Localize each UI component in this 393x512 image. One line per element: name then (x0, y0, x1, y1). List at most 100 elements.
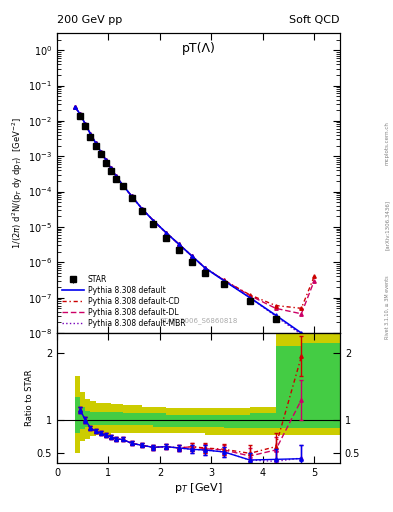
Pythia 8.308 default-DL (177, 241, 182, 247)
Line: Pythia 8.308 default-DL: Pythia 8.308 default-DL (75, 107, 314, 314)
Pythia 8.308 default-CD (222, 277, 226, 283)
Pythia 8.308 default-DL (78, 111, 83, 117)
Pythia 8.308 default-DL (164, 230, 169, 236)
Legend: STAR, Pythia 8.308 default, Pythia 8.308 default-CD, Pythia 8.308 default-DL, Py: STAR, Pythia 8.308 default, Pythia 8.308… (59, 272, 188, 331)
Pythia 8.308 default-CD (202, 265, 207, 271)
Y-axis label: 1/(2$\pi$) d$^2$N/(p$_T$ dy dp$_T$)  [GeV$^{-2}$]: 1/(2$\pi$) d$^2$N/(p$_T$ dy dp$_T$) [GeV… (11, 117, 25, 249)
Pythia 8.308 default (190, 253, 195, 259)
Pythia 8.308 default-DL (222, 277, 226, 283)
Pythia 8.308 default-CD (73, 104, 77, 110)
Pythia 8.308 default (222, 278, 226, 284)
Pythia 8.308 default-DL (120, 182, 125, 188)
Pythia 8.308 default-CD (120, 182, 125, 188)
Pythia 8.308 default (177, 241, 182, 247)
Pythia 8.308 default-CD (83, 121, 88, 127)
Pythia 8.308 default (88, 131, 93, 137)
Pythia 8.308 default-CD (129, 193, 134, 199)
Pythia 8.308 default-DL (83, 121, 88, 127)
Pythia 8.308 default-MBR (202, 265, 207, 271)
Text: Soft QCD: Soft QCD (290, 14, 340, 25)
Pythia 8.308 default-CD (190, 253, 195, 259)
Pythia 8.308 default-CD (177, 241, 182, 247)
Pythia 8.308 default-MBR (299, 332, 304, 338)
Pythia 8.308 default-MBR (164, 230, 169, 236)
Pythia 8.308 default-DL (98, 148, 103, 155)
Pythia 8.308 default (202, 265, 207, 271)
Pythia 8.308 default-MBR (222, 278, 226, 284)
Pythia 8.308 default (93, 140, 98, 146)
Pythia 8.308 default-DL (273, 305, 278, 311)
Pythia 8.308 default-CD (140, 205, 144, 211)
Pythia 8.308 default (73, 104, 77, 110)
Pythia 8.308 default (103, 157, 108, 163)
Pythia 8.308 default-MBR (190, 253, 195, 259)
Pythia 8.308 default-CD (151, 218, 156, 224)
Pythia 8.308 default-MBR (88, 131, 93, 137)
Pythia 8.308 default-MBR (114, 173, 119, 179)
Pythia 8.308 default-CD (273, 303, 278, 309)
Text: mcplots.cern.ch: mcplots.cern.ch (385, 121, 389, 165)
Pythia 8.308 default (312, 359, 317, 365)
Pythia 8.308 default-DL (73, 104, 77, 110)
Pythia 8.308 default-DL (93, 140, 98, 146)
Pythia 8.308 default-MBR (93, 140, 98, 146)
Pythia 8.308 default-DL (108, 165, 113, 172)
Line: Pythia 8.308 default-CD: Pythia 8.308 default-CD (75, 107, 314, 308)
Pythia 8.308 default-MBR (273, 313, 278, 319)
Pythia 8.308 default-CD (78, 111, 83, 117)
Pythia 8.308 default-MBR (108, 165, 113, 172)
Pythia 8.308 default-DL (312, 278, 317, 284)
Pythia 8.308 default-DL (88, 131, 93, 137)
Pythia 8.308 default-MBR (312, 359, 317, 365)
Text: 200 GeV pp: 200 GeV pp (57, 14, 122, 25)
Pythia 8.308 default-CD (103, 157, 108, 163)
Pythia 8.308 default-MBR (120, 182, 125, 188)
Text: Rivet 3.1.10, ≥ 3M events: Rivet 3.1.10, ≥ 3M events (385, 275, 389, 339)
Pythia 8.308 default (114, 173, 119, 179)
Pythia 8.308 default-DL (114, 173, 119, 179)
Pythia 8.308 default-MBR (151, 218, 156, 224)
Pythia 8.308 default-CD (108, 165, 113, 172)
Pythia 8.308 default-CD (88, 131, 93, 137)
X-axis label: p$_T$ [GeV]: p$_T$ [GeV] (174, 481, 223, 495)
Line: Pythia 8.308 default-MBR: Pythia 8.308 default-MBR (75, 107, 314, 362)
Pythia 8.308 default-DL (248, 292, 252, 298)
Text: pT(Λ): pT(Λ) (182, 42, 215, 55)
Pythia 8.308 default (164, 230, 169, 236)
Pythia 8.308 default (140, 205, 144, 211)
Pythia 8.308 default (108, 165, 113, 172)
Pythia 8.308 default-CD (114, 173, 119, 179)
Pythia 8.308 default-CD (98, 148, 103, 155)
Pythia 8.308 default-MBR (98, 148, 103, 155)
Pythia 8.308 default-MBR (140, 205, 144, 211)
Pythia 8.308 default-DL (103, 157, 108, 163)
Pythia 8.308 default (120, 182, 125, 188)
Y-axis label: Ratio to STAR: Ratio to STAR (25, 370, 34, 426)
Pythia 8.308 default-MBR (83, 121, 88, 127)
Pythia 8.308 default-MBR (73, 104, 77, 110)
Pythia 8.308 default-CD (312, 273, 317, 280)
Pythia 8.308 default-DL (190, 253, 195, 259)
Pythia 8.308 default-MBR (129, 193, 134, 199)
Pythia 8.308 default-DL (151, 218, 156, 224)
Pythia 8.308 default-CD (164, 230, 169, 236)
Pythia 8.308 default-DL (129, 193, 134, 199)
Pythia 8.308 default (83, 121, 88, 127)
Pythia 8.308 default (299, 330, 304, 336)
Pythia 8.308 default-DL (140, 205, 144, 211)
Pythia 8.308 default-DL (299, 311, 304, 317)
Pythia 8.308 default-MBR (248, 294, 252, 301)
Pythia 8.308 default-MBR (177, 241, 182, 247)
Pythia 8.308 default (98, 148, 103, 155)
Line: Pythia 8.308 default: Pythia 8.308 default (75, 107, 314, 362)
Pythia 8.308 default-CD (299, 305, 304, 311)
Pythia 8.308 default-MBR (78, 111, 83, 117)
Pythia 8.308 default (129, 193, 134, 199)
Pythia 8.308 default (151, 218, 156, 224)
Pythia 8.308 default-MBR (103, 157, 108, 163)
Text: [arXiv:1306.3436]: [arXiv:1306.3436] (385, 200, 389, 250)
Pythia 8.308 default-CD (248, 292, 252, 298)
Pythia 8.308 default-DL (202, 265, 207, 271)
Pythia 8.308 default-CD (93, 140, 98, 146)
Pythia 8.308 default (273, 312, 278, 318)
